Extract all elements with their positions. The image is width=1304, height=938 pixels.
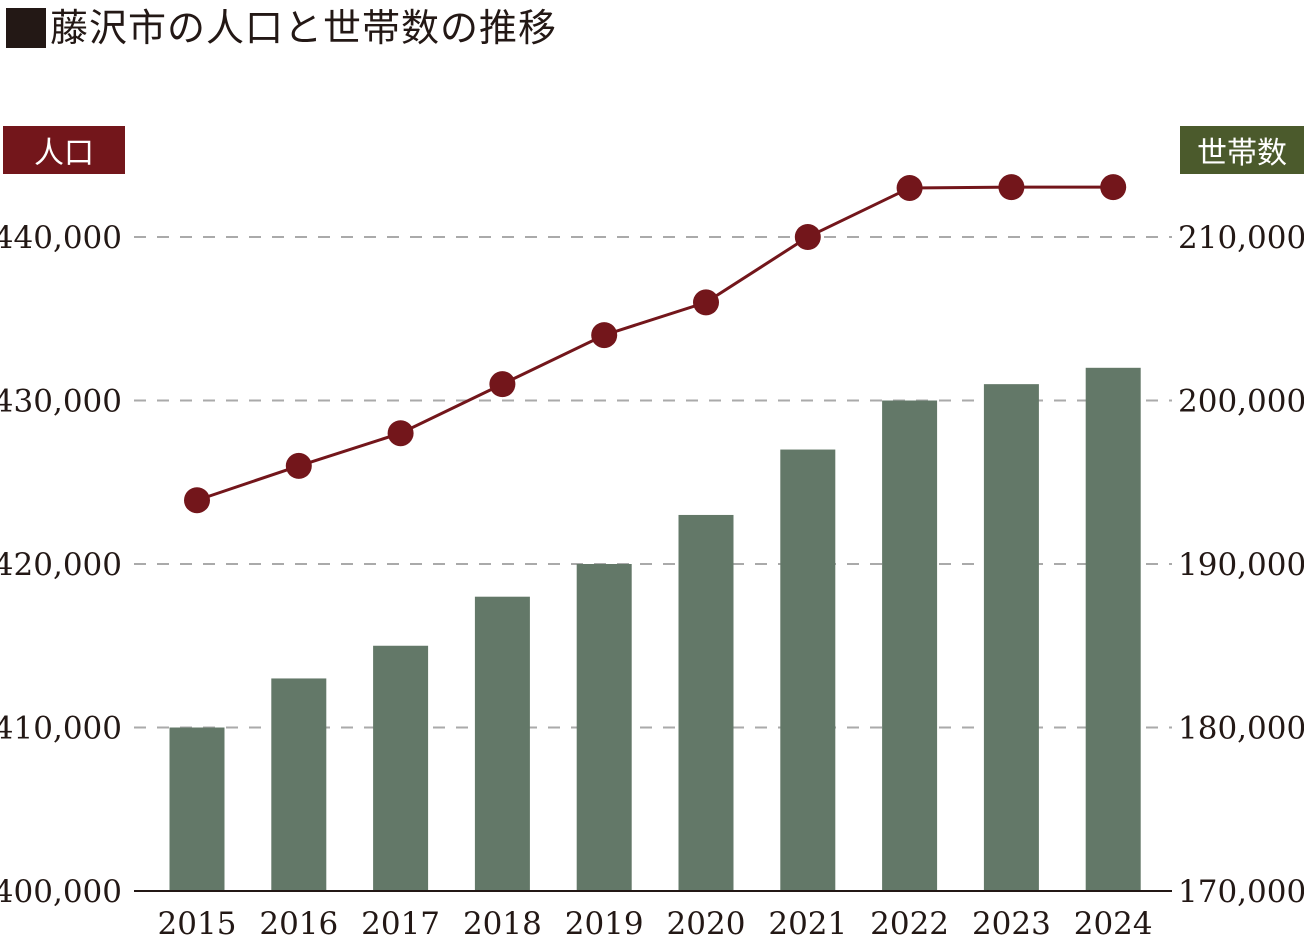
right-tick-label: 210,000 (1178, 220, 1304, 256)
population-marker-2017 (387, 420, 414, 447)
left-tick-label: 430,000 (0, 384, 122, 420)
households-bar-2020 (678, 514, 734, 891)
x-tick-label: 2019 (565, 906, 644, 938)
population-marker-2015 (184, 487, 210, 514)
households-bars (169, 367, 1141, 891)
population-line-path (196, 185, 1114, 502)
x-tick-label: 2016 (259, 906, 338, 938)
right-axis-ticks: 210,000 200,000 190,000 180,000 170,000 (1178, 220, 1304, 910)
chart-title: 藤沢市の人口と世帯数の推移 (6, 2, 557, 54)
left-tick-label: 440,000 (0, 220, 122, 256)
population-marker-2024 (1100, 174, 1127, 201)
x-tick-label: 2021 (768, 906, 847, 938)
population-marker-2023 (998, 174, 1025, 201)
x-tick-label: 2017 (361, 906, 440, 938)
households-bar-2017 (373, 645, 429, 891)
households-bar-2018 (474, 596, 530, 891)
right-tick-label: 190,000 (1178, 547, 1304, 583)
households-bar-2015 (169, 727, 225, 891)
households-bar-2016 (271, 678, 327, 891)
x-tick-label: 2018 (463, 906, 542, 938)
x-tick-label: 2024 (1074, 906, 1153, 938)
left-axis-ticks: 440,000 430,000 420,000 410,000 400,000 (0, 220, 122, 910)
title-square-icon (6, 8, 46, 48)
households-bar-2023 (983, 384, 1039, 891)
population-marker-2019 (591, 322, 618, 349)
population-marker-2016 (285, 452, 312, 479)
households-bar-2021 (780, 449, 836, 891)
left-tick-label: 410,000 (0, 711, 122, 747)
households-bar-2024 (1085, 367, 1141, 891)
right-tick-label: 200,000 (1178, 384, 1304, 420)
population-marker-2020 (693, 289, 719, 316)
population-line (184, 174, 1127, 514)
right-axis-label-households: 世帯数 (1180, 126, 1304, 174)
right-tick-label: 180,000 (1178, 711, 1304, 747)
left-tick-label: 400,000 (0, 874, 122, 910)
x-axis-ticks: 2015 2016 2017 2018 2019 2020 2021 2022 2023 2024 (158, 906, 1153, 938)
x-tick-label: 2015 (158, 906, 237, 938)
x-tick-label: 2020 (667, 906, 746, 938)
left-tick-label: 420,000 (0, 547, 122, 583)
x-tick-label: 2022 (870, 906, 949, 938)
population-marker-2018 (489, 371, 516, 398)
households-bar-2022 (882, 400, 938, 891)
households-bar-2019 (576, 564, 632, 891)
population-marker-2022 (896, 174, 923, 201)
population-marker-2021 (794, 224, 821, 250)
x-tick-label: 2023 (972, 906, 1051, 938)
right-tick-label: 170,000 (1178, 874, 1304, 910)
left-axis-label-population: 人口 (3, 126, 125, 174)
chart-title-text: 藤沢市の人口と世帯数の推移 (50, 6, 558, 50)
